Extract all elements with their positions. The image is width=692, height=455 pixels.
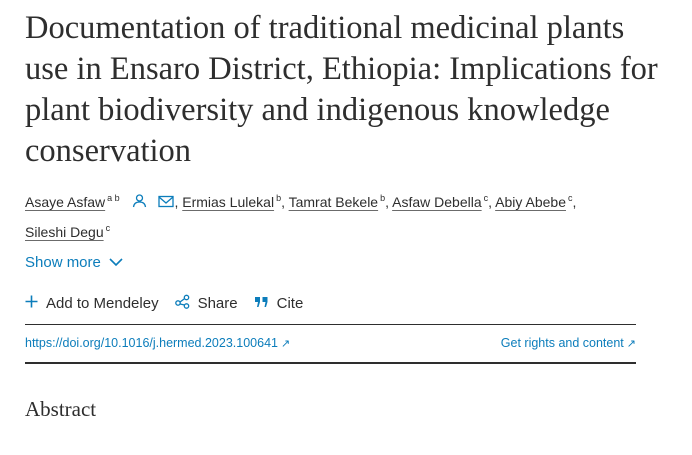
rights-link[interactable]: Get rights and content ↗ bbox=[501, 336, 636, 350]
author-link[interactable]: Tamrat Bekele bbox=[288, 194, 379, 210]
mail-icon[interactable] bbox=[158, 191, 175, 216]
affiliation-marker[interactable]: c bbox=[567, 193, 573, 203]
chevron-down-icon bbox=[109, 254, 123, 271]
author-link[interactable]: Abiy Abebe bbox=[495, 194, 566, 210]
affiliation-marker[interactable]: c bbox=[105, 222, 111, 233]
person-icon[interactable] bbox=[132, 191, 147, 216]
article-title: Documentation of traditional medicinal p… bbox=[25, 10, 658, 169]
author-link[interactable]: Asaye Asfaw bbox=[25, 194, 106, 210]
affiliation-marker[interactable]: b bbox=[380, 193, 386, 203]
show-more-label: Show more bbox=[25, 254, 101, 271]
author-link[interactable]: Ermias Lulekal bbox=[182, 194, 275, 210]
author-link[interactable]: Asfaw Debella bbox=[392, 194, 482, 210]
divider bbox=[25, 324, 636, 325]
author-link[interactable]: Sileshi Degu bbox=[25, 223, 104, 240]
quote-icon bbox=[254, 295, 269, 312]
mendeley-label: Add to Mendeley bbox=[46, 295, 159, 312]
external-link-icon: ↗ bbox=[626, 338, 636, 350]
share-button[interactable]: Share bbox=[174, 294, 238, 313]
cite-button[interactable]: Cite bbox=[254, 295, 304, 312]
divider bbox=[25, 362, 636, 364]
affiliation-marker[interactable]: c bbox=[483, 193, 489, 203]
doi-link[interactable]: https://doi.org/10.1016/j.hermed.2023.10… bbox=[25, 336, 290, 350]
external-link-icon: ↗ bbox=[280, 338, 291, 350]
cite-label: Cite bbox=[276, 295, 304, 312]
doi-label: https://doi.org/10.1016/j.hermed.2023.10… bbox=[25, 336, 278, 350]
article-actions: Add to Mendeley Share Cite bbox=[25, 294, 319, 313]
add-to-mendeley-button[interactable]: Add to Mendeley bbox=[25, 295, 159, 312]
abstract-heading: Abstract bbox=[25, 397, 97, 421]
affiliation-marker[interactable]: b bbox=[276, 193, 282, 203]
show-more-button[interactable]: Show more bbox=[25, 254, 123, 271]
share-icon bbox=[174, 294, 190, 313]
author-list: Asaye Asfaw a b , Ermias Lulekal b, Tamrat… bbox=[25, 186, 665, 245]
share-label: Share bbox=[197, 295, 238, 312]
rights-label: Get rights and content bbox=[500, 336, 624, 350]
plus-icon bbox=[25, 295, 38, 312]
affiliation-marker[interactable]: a b bbox=[107, 193, 120, 203]
